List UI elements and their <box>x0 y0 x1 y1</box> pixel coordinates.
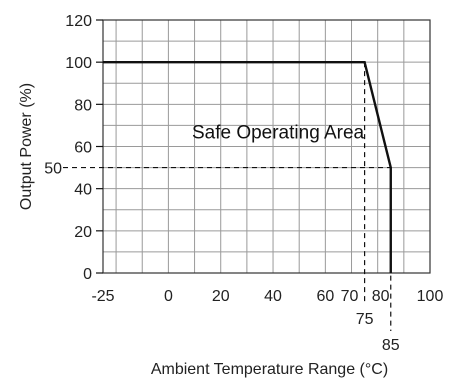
ref-label-75: 75 <box>356 311 374 328</box>
y-tick-label-20: 20 <box>74 224 92 241</box>
y-tick-label-80: 80 <box>74 97 92 114</box>
tick-labels: 50 75 85 0 20 40 60 80 100 120 -25 0 20 40 60 70 80 100 <box>44 13 443 354</box>
y-tick-label-0: 0 <box>83 266 92 283</box>
x-tick-label-0: 0 <box>164 288 173 305</box>
y-tick-label-100: 100 <box>65 55 92 72</box>
y-tick-label-120: 120 <box>65 13 92 30</box>
y-axis-title: Output Power (%) <box>18 83 35 210</box>
y-tick-label-40: 40 <box>74 182 92 199</box>
x-tick-label-20: 20 <box>212 288 230 305</box>
safe-operating-area-label: Safe Operating Area <box>192 123 365 144</box>
x-tick-label--25: -25 <box>91 288 114 305</box>
x-tick-label-40: 40 <box>264 288 282 305</box>
ref-label-50: 50 <box>44 161 62 178</box>
x-tick-label-60: 60 <box>316 288 334 305</box>
grid <box>103 20 430 273</box>
y-tick-label-60: 60 <box>74 140 92 157</box>
x-axis-title: Ambient Temperature Range (°C) <box>151 361 388 378</box>
x-tick-label-100: 100 <box>417 288 444 305</box>
derating-curve <box>103 60 392 273</box>
ref-label-85: 85 <box>382 337 400 354</box>
x-tick-label-70: 70 <box>341 288 359 305</box>
x-tick-label-80: 80 <box>372 288 390 305</box>
